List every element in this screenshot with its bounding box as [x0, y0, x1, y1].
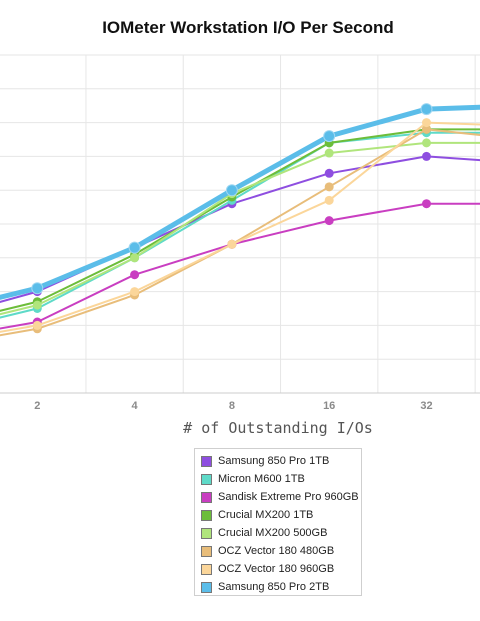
- series-2: [0, 199, 480, 330]
- data-point: [31, 282, 44, 295]
- chart-title: IOMeter Workstation I/O Per Second: [102, 18, 394, 37]
- data-point: [227, 239, 237, 249]
- data-point: [324, 195, 334, 205]
- series-6: [0, 118, 480, 333]
- data-point: [130, 253, 140, 263]
- legend: Samsung 850 Pro 1TB Micron M600 1TB Sandis…: [194, 448, 362, 596]
- x-tick-2: 2: [34, 400, 40, 412]
- data-point: [32, 320, 42, 330]
- legend-label: OCZ Vector 180 480GB: [218, 545, 335, 557]
- data-point: [422, 151, 431, 161]
- legend-item: Micron M600 1TB: [201, 470, 361, 488]
- data-point: [420, 103, 433, 116]
- data-point: [422, 199, 431, 209]
- legend-swatch: [201, 455, 212, 467]
- legend-item: OCZ Vector 180 960GB: [201, 560, 361, 578]
- legend-swatch: [201, 563, 212, 575]
- legend-swatch: [201, 491, 212, 503]
- data-point: [324, 182, 334, 192]
- data-point: [324, 168, 334, 178]
- legend-label: Crucial MX200 500GB: [218, 527, 328, 539]
- grid: [0, 54, 480, 394]
- legend-swatch: [201, 509, 212, 521]
- data-point: [130, 287, 140, 297]
- legend-label: Crucial MX200 1TB: [218, 509, 314, 521]
- data-point: [422, 118, 431, 128]
- legend-label: Samsung 850 Pro 2TB: [218, 581, 330, 593]
- series-line: [0, 155, 480, 304]
- legend-label: Samsung 850 Pro 1TB: [218, 455, 330, 467]
- data-point: [422, 124, 431, 134]
- data-point: [128, 241, 141, 254]
- x-axis-label: # of Outstanding I/Os: [183, 419, 373, 437]
- legend-swatch: [201, 581, 212, 593]
- legend-item: Sandisk Extreme Pro 960GB: [201, 488, 361, 506]
- x-tick-4: 4: [132, 400, 139, 412]
- data-point: [324, 148, 334, 158]
- series-line: [0, 131, 480, 319]
- series-4: [0, 138, 480, 316]
- legend-label: OCZ Vector 180 960GB: [218, 563, 335, 575]
- legend-label: Micron M600 1TB: [218, 473, 305, 485]
- data-point: [225, 184, 238, 197]
- x-tick-8: 8: [229, 400, 235, 412]
- x-tick-32: 32: [420, 400, 432, 412]
- x-tick-labels: 2 4 8 16 32: [34, 400, 432, 412]
- series-7: [0, 103, 480, 300]
- series-layer: [0, 103, 480, 337]
- legend-item: Samsung 850 Pro 1TB: [201, 452, 361, 470]
- legend-item: Crucial MX200 500GB: [201, 524, 361, 542]
- data-point: [324, 216, 334, 226]
- series-3: [0, 124, 480, 312]
- data-point: [32, 300, 42, 310]
- legend-label: Sandisk Extreme Pro 960GB: [218, 491, 359, 503]
- series-line: [0, 121, 480, 333]
- x-tick-16: 16: [323, 400, 335, 412]
- series-line: [0, 141, 480, 316]
- legend-swatch: [201, 473, 212, 485]
- series-0: [0, 151, 480, 304]
- legend-item: OCZ Vector 180 480GB: [201, 542, 361, 560]
- legend-item: Samsung 850 Pro 2TB: [201, 578, 361, 596]
- legend-swatch: [201, 545, 212, 557]
- data-point: [422, 138, 431, 148]
- data-point: [323, 130, 336, 143]
- legend-item: Crucial MX200 1TB: [201, 506, 361, 524]
- legend-swatch: [201, 527, 212, 539]
- data-point: [130, 270, 140, 280]
